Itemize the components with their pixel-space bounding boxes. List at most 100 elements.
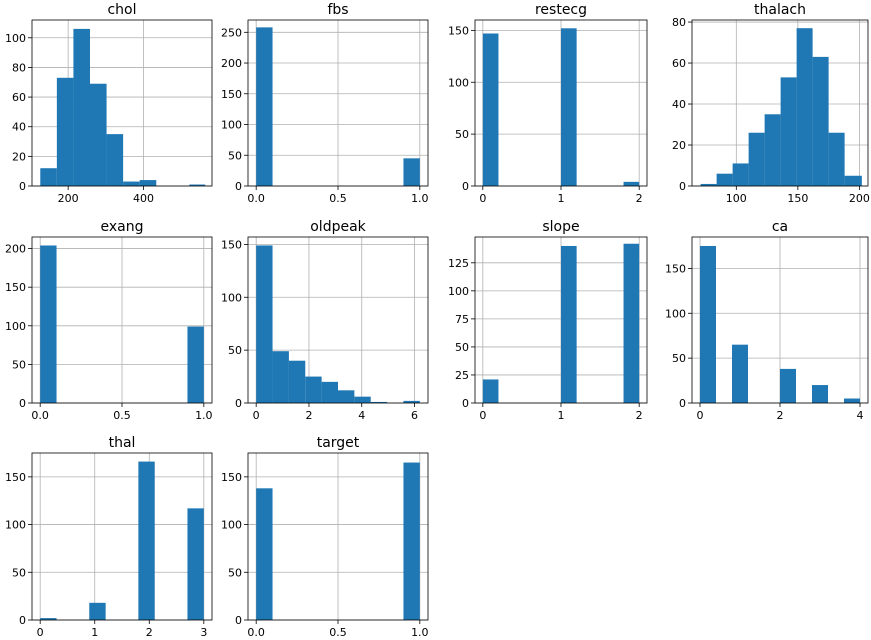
bar-restecg-5 <box>561 28 577 186</box>
x-tick-label: 0.0 <box>31 409 49 422</box>
y-tick-label: 0 <box>19 180 26 193</box>
y-tick-label: 0 <box>462 180 469 193</box>
y-tick-label: 0 <box>679 180 686 193</box>
bar-thalach-4 <box>764 114 781 186</box>
subplot-ca: ca 0 2 4 0 50 100 150 <box>665 219 869 422</box>
bar-fbs-9 <box>403 158 420 186</box>
y-tick-label: 100 <box>5 519 26 532</box>
bar-chol-9 <box>189 184 206 186</box>
y-tick-label: 60 <box>12 91 26 104</box>
bar-chol-3 <box>89 83 107 186</box>
x-tick-label: 0.0 <box>247 192 265 205</box>
y-tick-label: 100 <box>221 119 242 132</box>
y-tick-label: 50 <box>12 358 26 371</box>
x-tick-label: 0 <box>479 192 486 205</box>
y-tick-label: 150 <box>665 262 686 275</box>
subplot-title: slope <box>542 219 579 235</box>
subplot-slope: slope 0 1 2 0 25 50 75 100 125 <box>448 219 648 422</box>
y-tick-label: 150 <box>221 88 242 101</box>
x-tick-label: 2 <box>777 409 784 422</box>
y-tick-label: 80 <box>12 61 26 74</box>
subplot-thalach: thalach 100 150 200 0 20 40 60 80 <box>672 2 870 205</box>
x-tick-label: 2 <box>636 409 643 422</box>
x-tick-label: 1.0 <box>411 192 429 205</box>
bar-thalach-0 <box>700 183 717 186</box>
bar-oldpeak-7 <box>370 401 388 403</box>
x-tick-label: 200 <box>849 192 870 205</box>
bar-exang-0 <box>40 245 57 403</box>
y-tick-label: 0 <box>235 614 242 627</box>
y-tick-label: 50 <box>455 128 469 141</box>
bar-oldpeak-5 <box>338 390 355 403</box>
bar-thalach-9 <box>844 175 862 186</box>
y-tick-label: 150 <box>221 238 242 251</box>
bar-oldpeak-4 <box>321 381 338 403</box>
bar-slope-5 <box>561 245 577 403</box>
bar-target-9 <box>403 462 420 620</box>
subplot-title: thalach <box>754 2 806 18</box>
bar-oldpeak-9 <box>403 400 420 403</box>
x-tick-label: 4 <box>358 409 365 422</box>
bar-restecg-0 <box>482 33 499 186</box>
y-tick-label: 25 <box>455 369 469 382</box>
x-tick-label: 0.5 <box>113 409 131 422</box>
bar-ca-9 <box>844 398 860 403</box>
bar-thalach-5 <box>780 77 797 186</box>
x-tick-label: 3 <box>200 626 207 639</box>
subplot-restecg: restecg 0 1 2 0 50 100 150 <box>448 2 648 205</box>
bar-oldpeak-1 <box>272 351 289 403</box>
bar-ca-0 <box>700 245 716 403</box>
x-tick-label: 0.5 <box>329 192 347 205</box>
x-tick-label: 1 <box>558 409 565 422</box>
bar-ca-5 <box>780 368 796 403</box>
y-tick-label: 80 <box>672 16 686 29</box>
subplot-title: thal <box>109 435 136 451</box>
y-tick-label: 20 <box>672 139 686 152</box>
x-tick-label: 0 <box>37 626 44 639</box>
subplot-title: ca <box>772 219 788 235</box>
x-tick-label: 0.0 <box>247 626 265 639</box>
axes-frame <box>31 19 213 187</box>
x-tick-label: 0 <box>479 409 486 422</box>
bar-chol-2 <box>73 28 90 187</box>
y-tick-label: 50 <box>228 344 242 357</box>
subplot-title: chol <box>107 2 136 18</box>
y-tick-label: 100 <box>665 307 686 320</box>
bar-thalach-2 <box>732 163 749 186</box>
subplot-title: exang <box>101 219 144 235</box>
bar-slope-9 <box>623 243 640 403</box>
subplot-target: target 0.0 0.5 1.0 0 50 100 150 <box>221 435 429 639</box>
bar-thal-9 <box>187 508 204 620</box>
x-tick-label: 6 <box>411 409 418 422</box>
subplot-title: oldpeak <box>310 219 366 235</box>
subplot-exang: exang 0.0 0.5 1.0 0 50 100 150 200 <box>5 219 213 422</box>
bar-target-0 <box>256 488 273 620</box>
y-tick-label: 50 <box>228 566 242 579</box>
x-tick-label: 2 <box>636 192 643 205</box>
axes-frame <box>31 452 213 621</box>
bar-ca-2 <box>732 344 748 403</box>
y-tick-label: 150 <box>5 471 26 484</box>
bar-chol-6 <box>139 180 157 186</box>
x-tick-label: 1 <box>91 626 98 639</box>
bar-chol-5 <box>123 181 140 186</box>
bar-oldpeak-6 <box>354 396 371 403</box>
bar-oldpeak-2 <box>288 360 306 403</box>
y-tick-label: 0 <box>235 180 242 193</box>
y-tick-label: 60 <box>672 57 686 70</box>
y-tick-label: 0 <box>235 397 242 410</box>
x-tick-label: 0.5 <box>329 626 347 639</box>
y-tick-label: 40 <box>672 98 686 111</box>
axes-frame <box>247 236 429 404</box>
y-tick-label: 50 <box>672 352 686 365</box>
y-tick-label: 100 <box>5 320 26 333</box>
bar-chol-1 <box>56 77 74 186</box>
bar-oldpeak-3 <box>305 376 322 403</box>
x-tick-label: 4 <box>857 409 864 422</box>
x-tick-label: 2 <box>146 626 153 639</box>
bar-oldpeak-0 <box>256 245 273 403</box>
y-tick-label: 100 <box>5 32 26 45</box>
x-tick-label: 2 <box>305 409 312 422</box>
subplot-oldpeak: oldpeak 0 2 4 6 0 50 100 150 <box>221 219 429 422</box>
x-tick-label: 400 <box>133 192 154 205</box>
